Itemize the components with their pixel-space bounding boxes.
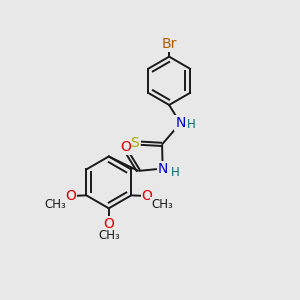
- Text: CH₃: CH₃: [45, 198, 67, 211]
- Text: O: O: [142, 189, 153, 203]
- Text: Br: Br: [161, 37, 177, 51]
- Text: S: S: [130, 136, 139, 150]
- Text: H: H: [171, 166, 179, 178]
- Text: O: O: [120, 140, 131, 154]
- Text: H: H: [187, 118, 196, 131]
- Text: O: O: [103, 217, 114, 231]
- Text: CH₃: CH₃: [98, 230, 120, 242]
- Text: N: N: [158, 161, 168, 176]
- Text: N: N: [175, 116, 185, 130]
- Text: CH₃: CH₃: [151, 198, 173, 211]
- Text: O: O: [65, 189, 76, 203]
